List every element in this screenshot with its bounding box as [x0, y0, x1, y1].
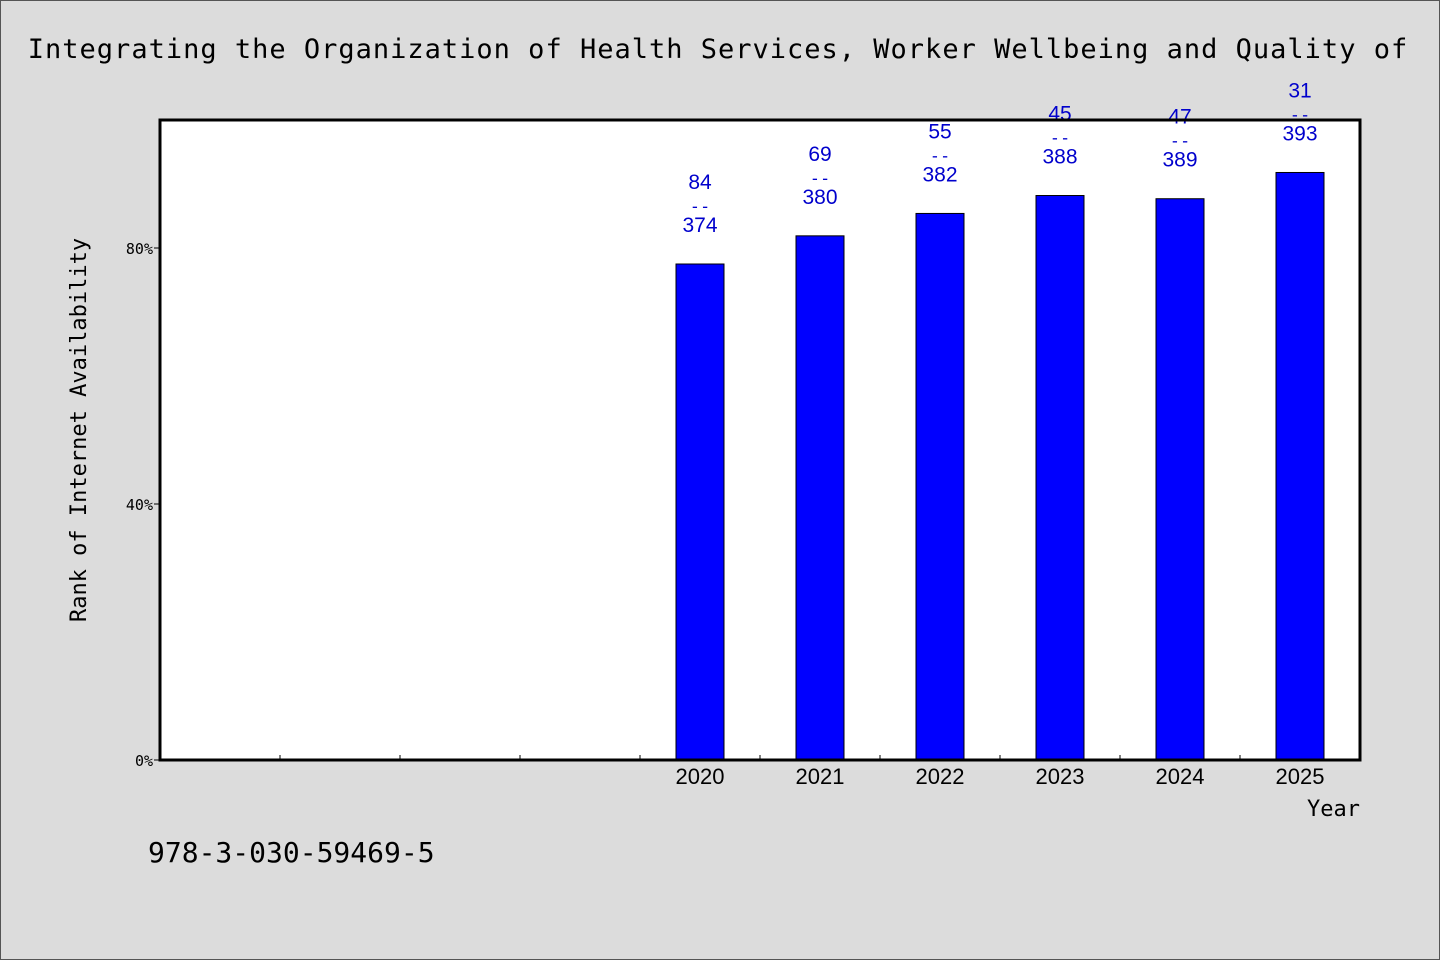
data-label-bottom: 388 [1042, 146, 1077, 169]
data-label-separator: -- [1290, 105, 1310, 125]
data-label-top: 84 [688, 171, 712, 194]
bar-2021 [795, 235, 845, 761]
data-label-separator: -- [690, 197, 710, 217]
bar-2022 [915, 212, 965, 761]
y-tick-label: 40% [126, 496, 153, 514]
data-label-top: 55 [928, 120, 951, 143]
data-label-bottom: 380 [802, 186, 837, 209]
bar-2020 [675, 263, 725, 761]
data-label-bottom: 389 [1162, 149, 1197, 172]
x-tick-label: 2024 [1156, 764, 1205, 789]
bar-2024 [1155, 198, 1205, 761]
data-label-top: 45 [1048, 103, 1071, 126]
y-tick-label: 0% [135, 752, 153, 770]
x-tick-label: 2021 [796, 764, 845, 789]
x-tick-label: 2023 [1036, 764, 1085, 789]
x-tick-label: 2020 [676, 764, 725, 789]
data-label-top: 47 [1168, 106, 1191, 129]
x-axis-label: Year [1307, 797, 1360, 822]
footer-text: 978-3-030-59469-5 [148, 836, 435, 869]
bar-2023 [1035, 195, 1085, 761]
x-tick-label: 2022 [916, 764, 965, 789]
data-label-separator: -- [1170, 132, 1190, 152]
data-label-top: 31 [1288, 79, 1311, 102]
data-label-bottom: 382 [922, 163, 957, 186]
data-label-separator: -- [1050, 129, 1070, 149]
data-label-top: 69 [808, 143, 831, 166]
data-label-bottom: 393 [1282, 122, 1317, 145]
bar-2025 [1275, 171, 1325, 761]
data-label-bottom: 374 [682, 214, 717, 237]
y-tick-label: 80% [126, 240, 153, 258]
data-label-separator: -- [810, 169, 830, 189]
chart-title: Integrating the Organization of Health S… [27, 34, 1409, 65]
data-label-separator: -- [930, 146, 950, 166]
plot-border [158, 118, 1362, 762]
x-tick-label: 2025 [1276, 764, 1325, 789]
y-axis-label: Rank of Internet Availability [67, 238, 92, 622]
